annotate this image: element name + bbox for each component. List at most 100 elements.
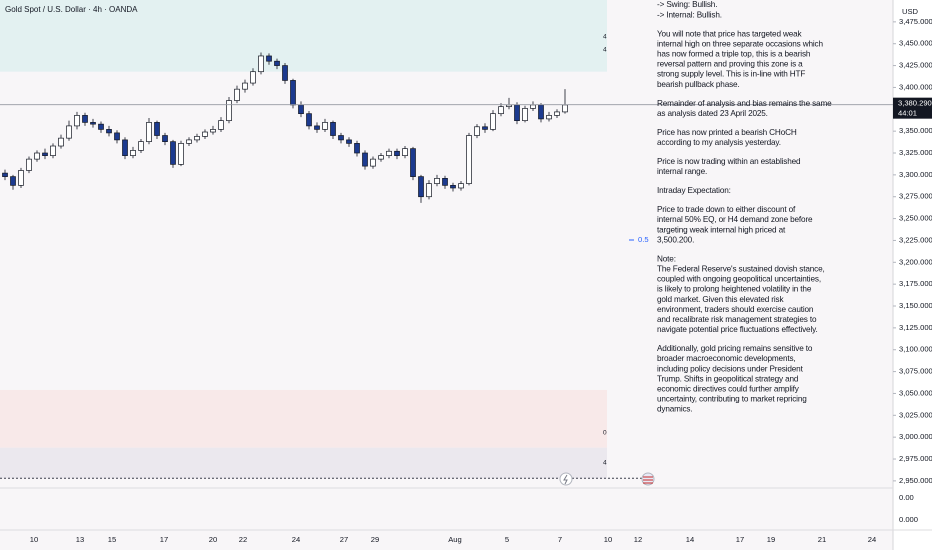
note-line: has now formed a triple top, this is a b… — [657, 49, 811, 58]
zone-tag: 4 — [603, 47, 607, 54]
candle-body — [562, 104, 568, 113]
candle-body — [458, 183, 464, 189]
last-price-box — [893, 97, 932, 119]
x-tick-label: 19 — [767, 535, 775, 544]
note-line: Trump. Shifts in geopolitical strategy a… — [657, 374, 799, 383]
x-tick-label: 20 — [209, 535, 217, 544]
zones: 4 4 0 4 — [0, 0, 647, 479]
candle-body — [434, 178, 440, 184]
note-line: -> Internal: Bullish. — [657, 10, 722, 19]
zone-tag: 4 — [603, 34, 607, 41]
note-line: Price has now printed a bearish CHoCH — [657, 128, 797, 137]
note-line: Price is now trading within an establish… — [657, 157, 801, 166]
x-tick-label: 27 — [340, 535, 348, 544]
candle-body — [162, 135, 168, 142]
candle-body — [42, 152, 48, 156]
note-line: reversal pattern and proving this zone i… — [657, 60, 803, 69]
note-line: internal range. — [657, 167, 707, 176]
x-tick-label: 12 — [634, 535, 642, 544]
candle-body — [274, 60, 280, 66]
x-tick-label: 24 — [292, 535, 300, 544]
candle-body — [482, 126, 488, 130]
zone-tag: 0 — [603, 430, 607, 437]
candle-body — [466, 135, 472, 184]
note-line: You will note that price has targeted we… — [657, 29, 803, 38]
candle-body — [90, 122, 96, 125]
y-tick-label: 3,325.000 — [899, 148, 932, 157]
candle-body — [506, 104, 512, 108]
y-tick-label: 3,150.000 — [899, 301, 932, 310]
candle-body — [322, 122, 328, 130]
candle-body — [450, 185, 456, 189]
note-line: Intraday Expectation: — [657, 186, 731, 195]
y-tick-label: 3,225.000 — [899, 235, 932, 244]
candle-body — [74, 115, 80, 127]
y-tick-label: 2,975.000 — [899, 454, 932, 463]
note-line: gold market. Given this elevated risk — [657, 295, 784, 304]
candle-body — [338, 135, 344, 141]
zone — [0, 389, 607, 448]
candle-body — [490, 113, 496, 130]
candle-body — [370, 158, 376, 167]
note-line: bearish pullback phase. — [657, 80, 740, 89]
candle-body — [2, 172, 8, 177]
candle-body — [298, 104, 304, 115]
note-line: Price to trade down to either discount o… — [657, 205, 796, 214]
flash-icon — [563, 474, 568, 485]
x-tick-label: 5 — [505, 535, 509, 544]
x-tick-label: 10 — [604, 535, 612, 544]
candle-body — [218, 120, 224, 130]
note-line: environment, traders should exercise cau… — [657, 305, 814, 314]
flag-icon[interactable] — [641, 472, 655, 486]
candle-body — [114, 132, 120, 141]
note-line: as analysis dated 23 April 2025. — [657, 109, 768, 118]
y-tick-label: 3,125.000 — [899, 323, 932, 332]
candle-body — [154, 122, 160, 136]
lower-pane-label: 0.000 — [899, 515, 918, 524]
x-tick-label: 13 — [76, 535, 84, 544]
candle-body — [250, 71, 256, 84]
y-tick-label: 3,000.000 — [899, 432, 932, 441]
note-line: 3,500.200. — [657, 235, 694, 244]
zone-tag: 4 — [603, 460, 607, 467]
candle-body — [146, 122, 152, 142]
countdown: 44:01 — [898, 109, 917, 118]
candle-body — [18, 170, 24, 186]
candle-body — [290, 80, 296, 106]
y-tick-label: 3,050.000 — [899, 388, 932, 397]
candle-body — [330, 122, 336, 136]
y-tick-label: 3,175.000 — [899, 279, 932, 288]
candle-body — [554, 111, 560, 116]
y-tick-label: 3,350.000 — [899, 126, 932, 135]
y-tick-label: 2,950.000 — [899, 476, 932, 485]
x-tick-label: 24 — [868, 535, 876, 544]
candle-body — [386, 150, 392, 156]
candle-body — [378, 155, 384, 160]
fib-label: 0.5 — [638, 235, 649, 244]
candle-body — [410, 148, 416, 177]
y-tick-label: 3,100.000 — [899, 345, 932, 354]
candle-body — [266, 55, 272, 62]
event-icon[interactable] — [559, 472, 573, 486]
candle-body — [10, 176, 16, 186]
x-tick-label: 15 — [108, 535, 116, 544]
candle-body — [426, 183, 432, 198]
zone — [0, 0, 607, 72]
candle-body — [186, 139, 192, 144]
candle-body — [418, 176, 424, 198]
note-line: including policy decisions under Preside… — [657, 364, 804, 373]
candles — [2, 52, 568, 203]
note-line: is likely to prolong heightened volatili… — [657, 285, 812, 294]
y-tick-label: 3,450.000 — [899, 39, 932, 48]
candle-body — [442, 178, 448, 186]
candle-body — [194, 136, 200, 141]
lower-pane-label: 0.00 — [899, 493, 914, 502]
currency-label: USD — [902, 7, 919, 16]
y-tick-label: 3,475.000 — [899, 17, 932, 26]
candle-body — [170, 141, 176, 165]
candle-body — [138, 141, 144, 151]
chart-title: Gold Spot / U.S. Dollar · 4h · OANDA — [5, 5, 138, 14]
note-line: -> Swing: Bullish. — [657, 0, 717, 9]
